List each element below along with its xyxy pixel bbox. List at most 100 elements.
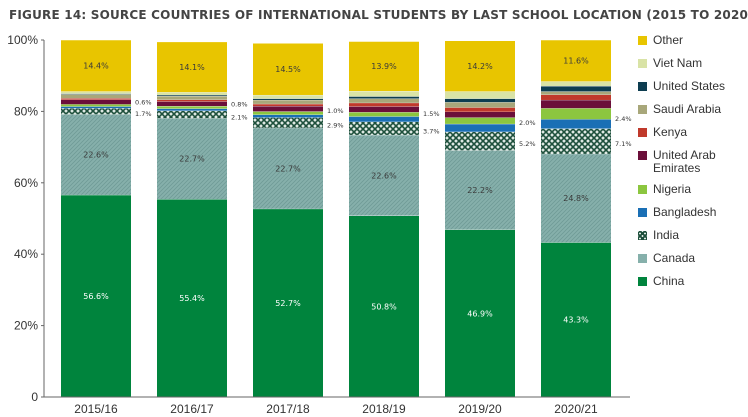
bar-segment-saudi-arabia [157,96,227,100]
legend-label: India [653,228,680,242]
bar-segment-other [349,41,419,92]
bar-segment-china [349,215,419,397]
legend-item-viet-nam: Viet Nam [638,57,746,70]
y-axis: 0 20% 40% 60% 80% 100% [7,33,45,404]
bar-segment-nigeria [349,112,419,117]
legend-label: China [653,274,685,288]
bar-segment-kenya [349,102,419,107]
bar-segment-other [61,40,131,92]
bar-segment-kenya [253,103,323,107]
legend-swatch [638,254,647,263]
bar-segment-other [157,41,227,93]
bar-segment-united-states [157,94,227,97]
bar-segment-united-arab-emirates [445,111,515,118]
bar-segment-nigeria [157,106,227,109]
bar-segment-bangladesh [157,108,227,111]
data-label-china: 50.8% [371,302,397,311]
bar-segment-nigeria [445,117,515,124]
bar-segment-china [61,194,131,397]
bar-segment-viet-nam [253,94,323,99]
legend-item-canada: Canada [638,252,746,265]
legend-item-china: China [638,275,746,288]
legend: Other Viet Nam United States Saudi Arabia Ke… [638,34,746,298]
y-tick-label: 80% [14,104,38,118]
side-label-india: 1.7% [135,110,152,118]
y-tick-label: 0 [31,390,38,404]
side-label-bangladesh: 1.0% [327,107,344,115]
bar-segment-united-arab-emirates [541,99,611,109]
data-label-china: 56.6% [83,292,109,301]
bar-segment-canada [253,127,323,209]
side-annotations: 0.6% 1.7% 0.8% 2.1% 1.0% 2.9% 1.5% 3.7% 2.0% 5.2%… [135,98,632,148]
bar-segment-united-states [253,98,323,100]
x-tick-label: 2019/20 [458,402,502,416]
data-label-other: 14.1% [179,63,205,72]
y-tick-label: 20% [14,319,38,333]
side-label-bangladesh: 2.0% [519,119,536,127]
bar-segment-united-states [349,96,419,99]
x-tick-label: 2020/21 [554,402,598,416]
data-label-other: 11.6% [563,57,589,66]
legend-swatch [638,185,647,194]
bar-segment-other [253,43,323,95]
side-label-bangladesh: 0.6% [135,98,152,106]
bars-layer: 56.6% 22.6% 14.4% 55.4% 22.7% 14.1% 52.7% 22.7%… [61,39,611,397]
legend-label: Saudi Arabia [653,102,722,116]
bar-segment-united-states [541,86,611,92]
side-label-india: 2.1% [231,113,248,121]
data-label-canada: 22.6% [371,171,397,180]
legend-item-india: India [638,229,746,242]
data-label-china: 46.9% [467,309,493,318]
bar-segment-kenya [445,107,515,112]
y-tick-label: 100% [7,33,38,47]
data-label-other: 14.4% [83,62,109,71]
data-label-other: 14.2% [467,62,493,71]
legend-item-united-arab-emirates: United Arab Emirates [638,149,746,175]
data-label-china: 43.3% [563,316,589,325]
legend-swatch [638,208,647,217]
bar-segment-viet-nam [349,91,419,97]
x-tick-label: 2015/16 [74,402,118,416]
legend-label: Canada [653,251,696,265]
bar-segment-viet-nam [445,91,515,99]
bar-segment-viet-nam [157,92,227,95]
bar-segment-kenya [61,98,131,100]
data-label-china: 55.4% [179,294,205,303]
bar-segment-canada [157,118,227,200]
chart-title: FIGURE 14: SOURCE COUNTRIES OF INTERNATI… [9,8,748,22]
bar-segment-viet-nam [541,81,611,87]
y-tick-label: 60% [14,176,38,190]
legend-label: United Arab Emirates [653,148,716,175]
bar-segment-bangladesh [541,119,611,129]
bar-segment-saudi-arabia [61,94,131,99]
legend-swatch [638,231,647,240]
x-tick-label: 2018/19 [362,402,406,416]
bar-segment-united-arab-emirates [349,106,419,113]
data-label-other: 13.9% [371,62,397,71]
legend-label: Other [653,33,684,47]
bar-segment-canada [61,114,131,195]
side-label-india: 5.2% [519,140,536,148]
legend-swatch [638,82,647,91]
bar-segment-china [157,199,227,397]
data-label-canada: 22.6% [83,151,109,160]
bar-segment-united-states [61,93,131,95]
bar-segment-kenya [157,99,227,102]
side-label-india: 7.1% [615,140,632,148]
legend-label: Viet Nam [653,56,703,70]
legend-label: Nigeria [653,182,692,196]
x-axis: 2015/16 2016/17 2017/18 2018/19 2019/20 2020/… [44,396,630,416]
data-label-china: 52.7% [275,299,301,308]
bar-segment-saudi-arabia [445,102,515,108]
data-label-canada: 22.7% [275,164,301,173]
x-tick-label: 2017/18 [266,402,310,416]
legend-item-nigeria: Nigeria [638,183,746,196]
bar-segment-nigeria [61,104,131,107]
legend-swatch [638,59,647,68]
legend-label: Bangladesh [653,205,717,219]
bar-segment-other [541,40,611,82]
bar-segment-viet-nam [61,91,131,94]
legend-item-united-states: United States [638,80,746,93]
bar-segment-saudi-arabia [349,98,419,103]
